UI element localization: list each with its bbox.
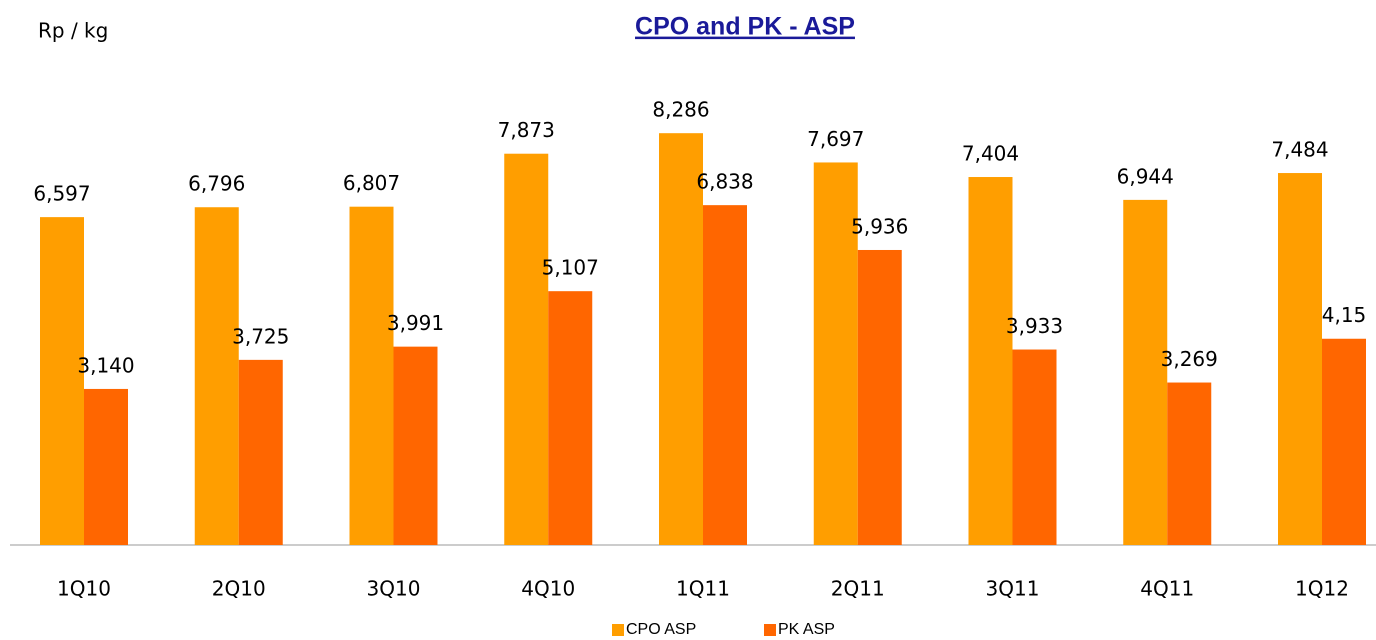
x-tick-label: 2Q11: [831, 577, 885, 601]
bar: [857, 249, 902, 545]
x-tick-label: 4Q10: [521, 577, 575, 601]
bar: [393, 346, 438, 545]
bar: [1278, 173, 1322, 545]
chart-title: CPO and PK - ASP: [635, 13, 855, 41]
bar: [548, 291, 593, 545]
bar: [968, 177, 1013, 546]
bar: [1167, 382, 1212, 545]
bar: [194, 207, 239, 545]
bar: [1012, 349, 1057, 545]
legend-label: PK ASP: [778, 621, 835, 638]
bar: [40, 217, 84, 546]
data-label: 8,286: [652, 98, 709, 122]
data-label: 7,404: [962, 142, 1019, 166]
bar: [1322, 338, 1366, 545]
bar: [84, 388, 128, 545]
bar: [659, 133, 703, 546]
x-tick-label: 1Q11: [676, 577, 730, 601]
legend-swatch: [764, 624, 776, 636]
bar: [1123, 199, 1168, 546]
bar: [349, 206, 394, 546]
data-label: 6,597: [33, 182, 90, 206]
bar: [813, 162, 858, 545]
legend-label: CPO ASP: [626, 621, 696, 638]
data-label: 5,107: [542, 256, 599, 280]
x-tick-label: 3Q10: [367, 577, 421, 601]
data-label: 7,697: [807, 127, 864, 151]
bar: [703, 205, 747, 545]
legend-swatch: [612, 624, 624, 636]
x-tick-label: 4Q11: [1140, 577, 1194, 601]
data-label: 3,991: [387, 311, 444, 335]
data-label: 6,796: [188, 172, 245, 196]
data-label: 6,838: [696, 170, 753, 194]
data-label: 6,807: [343, 171, 400, 195]
x-tick-label: 1Q10: [57, 577, 111, 601]
bar: [238, 359, 283, 545]
data-label: 7,873: [498, 118, 555, 142]
x-tick-label: 2Q10: [212, 577, 266, 601]
data-label: 3,725: [232, 324, 289, 348]
data-label: 3,140: [77, 353, 134, 377]
data-label: 3,269: [1161, 347, 1218, 371]
data-label: 7,484: [1271, 138, 1328, 162]
data-label: 4,15: [1322, 303, 1367, 327]
data-label: 3,933: [1006, 314, 1063, 338]
y-axis-label: Rp / kg: [38, 19, 108, 43]
x-tick-label: 1Q12: [1295, 577, 1349, 601]
data-label: 5,936: [851, 214, 908, 238]
bar: [504, 153, 549, 545]
data-label: 6,944: [1117, 164, 1174, 188]
x-tick-label: 3Q11: [986, 577, 1040, 601]
